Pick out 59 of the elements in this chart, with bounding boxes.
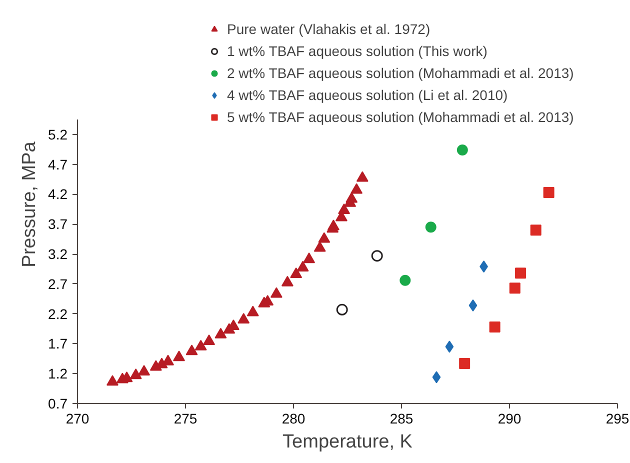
- point: [350, 183, 363, 194]
- y-tick-label: 3.2: [48, 246, 68, 262]
- y-tick-label: 2.2: [48, 306, 68, 322]
- y-tick-label: 5.2: [48, 126, 68, 142]
- point: [356, 171, 368, 182]
- x-tick-label: 295: [606, 410, 630, 426]
- point: [296, 260, 309, 272]
- x-tick-label: 290: [498, 410, 522, 426]
- point: [246, 306, 259, 316]
- point: [281, 276, 294, 286]
- y-tick-label: 2.7: [48, 276, 68, 292]
- y-tick-label: 4.2: [48, 186, 68, 202]
- point: [346, 192, 358, 203]
- y-tick-label: 0.7: [48, 396, 68, 412]
- point: [432, 371, 441, 384]
- point: [318, 232, 330, 243]
- point: [290, 268, 302, 278]
- point: [106, 375, 118, 386]
- point: [173, 350, 186, 362]
- x-tick-label: 275: [174, 410, 198, 426]
- point: [338, 204, 350, 214]
- legend-label: 1 wt% TBAF aqueous solution (This work): [227, 43, 488, 59]
- point: [130, 368, 142, 380]
- point: [543, 186, 554, 198]
- point: [509, 282, 520, 294]
- x-tick-label: 270: [66, 410, 90, 426]
- point: [530, 224, 542, 236]
- y-tick-label: 1.2: [48, 366, 68, 382]
- point: [138, 364, 150, 376]
- legend-label: Pure water (Vlahakis et al. 1972): [227, 21, 430, 37]
- point: [270, 287, 282, 298]
- point: [425, 222, 436, 233]
- point: [456, 144, 468, 156]
- point: [489, 321, 500, 332]
- point: [238, 312, 250, 324]
- y-tick-label: 4.7: [48, 156, 68, 172]
- point: [515, 268, 526, 279]
- point: [327, 220, 340, 230]
- y-axis-title: Pressure, MPa: [19, 141, 40, 268]
- point: [445, 340, 454, 353]
- y-tick-label: 1.7: [48, 336, 68, 352]
- point: [468, 299, 478, 312]
- x-tick-label: 280: [282, 410, 306, 426]
- legend-label: 2 wt% TBAF aqueous solution (Mohammadi et al. 2013): [227, 65, 574, 81]
- y-tick-label: 3.7: [48, 216, 68, 232]
- point: [400, 274, 411, 286]
- legend-label: 5 wt% TBAF aqueous solution (Mohammadi et al. 2013): [227, 109, 574, 125]
- point: [214, 328, 227, 338]
- point: [303, 252, 316, 264]
- legend-label: 4 wt% TBAF aqueous solution (Li et al. 2010): [227, 87, 508, 103]
- point: [203, 334, 216, 345]
- point: [371, 250, 383, 262]
- point: [336, 304, 348, 316]
- point: [186, 344, 198, 356]
- point: [314, 241, 326, 252]
- x-axis-title: Temperature, K: [282, 432, 413, 452]
- point: [459, 358, 470, 369]
- x-tick-label: 285: [390, 410, 414, 426]
- point: [194, 340, 207, 350]
